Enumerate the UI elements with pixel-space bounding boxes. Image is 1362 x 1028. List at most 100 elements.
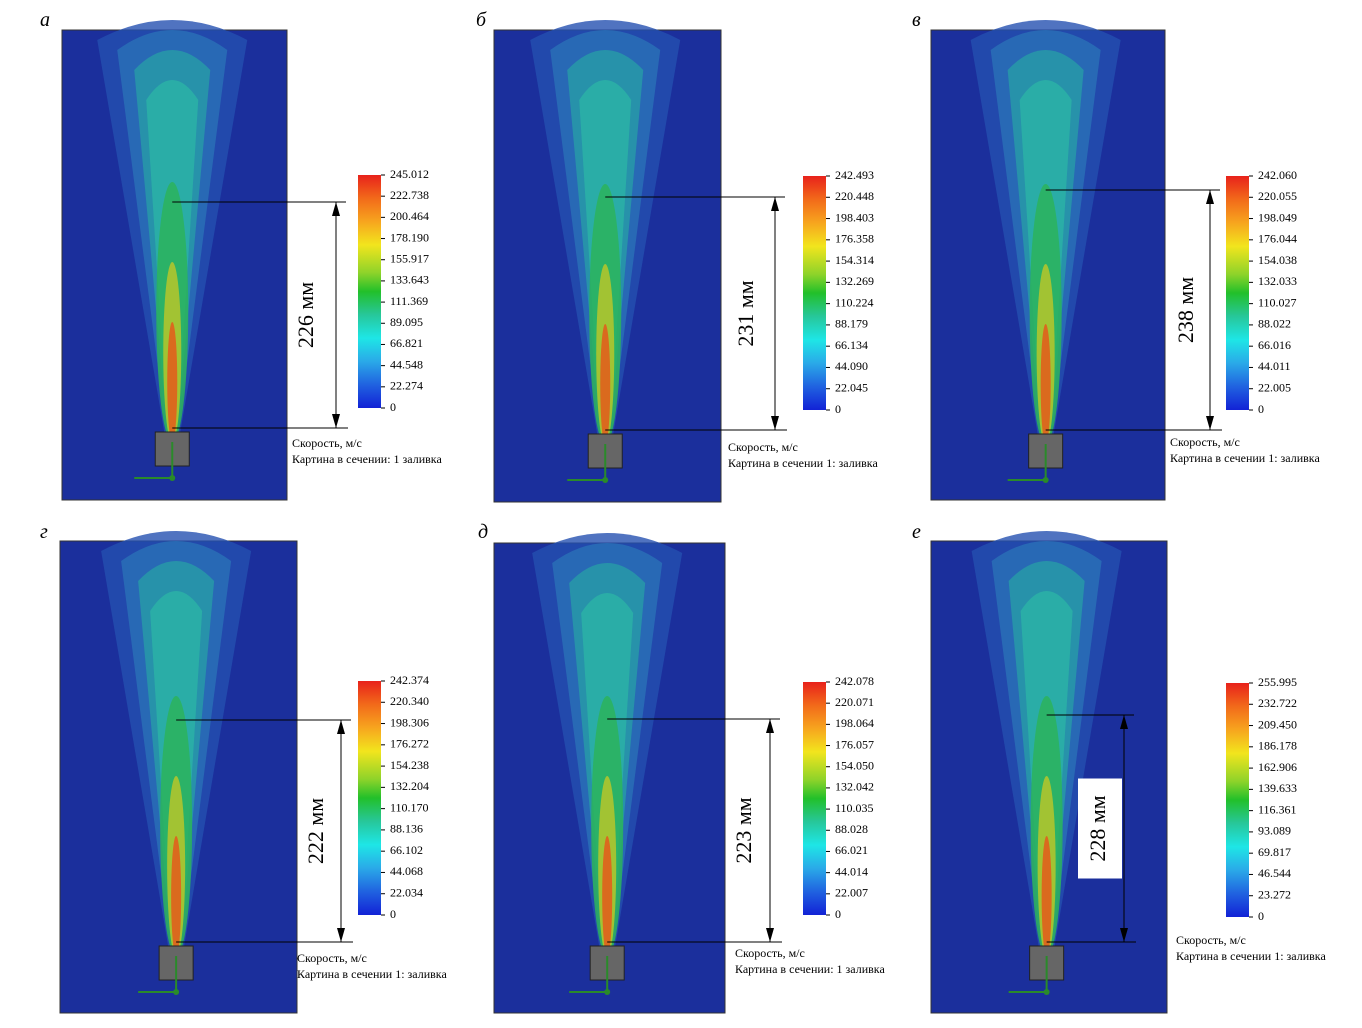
colorbar-label: 116.361 [1258, 802, 1297, 816]
panel-letter: г [40, 521, 48, 543]
colorbar-label: 46.544 [1258, 866, 1291, 880]
colorbar-label: 0 [390, 907, 396, 921]
colorbar-label: 22.045 [835, 380, 868, 394]
colorbar [803, 176, 826, 410]
dimension-label: 223 мм [731, 797, 756, 863]
colorbar-label: 88.022 [1258, 317, 1291, 331]
panel: е 228 мм 255.995 232.722 209.450 186.178 162.9… [912, 521, 1326, 1014]
axis-origin [1043, 989, 1050, 995]
plume-core [1041, 836, 1052, 956]
colorbar-label: 44.090 [835, 359, 868, 373]
colorbar-label: 176.272 [390, 737, 429, 751]
plume-core [1040, 324, 1051, 444]
colorbar-label: 242.374 [390, 673, 429, 687]
colorbar-label: 139.633 [1258, 781, 1297, 795]
colorbar-label: 0 [835, 402, 841, 416]
colorbar-label: 154.238 [390, 758, 429, 772]
colorbar-label: 66.016 [1258, 338, 1291, 352]
colorbar-label: 176.044 [1258, 232, 1297, 246]
colorbar [358, 681, 381, 915]
colorbar-label: 88.028 [835, 822, 868, 836]
colorbar-label: 198.403 [835, 210, 874, 224]
colorbar-label: 154.038 [1258, 253, 1297, 267]
panel-letter: д [478, 521, 488, 543]
colorbar-label: 44.014 [835, 864, 868, 878]
colorbar-label: 44.548 [390, 357, 423, 371]
colorbar-label: 110.224 [835, 295, 874, 309]
colorbar-label: 0 [835, 907, 841, 921]
colorbar-label: 162.906 [1258, 760, 1297, 774]
colorbar-label: 220.340 [390, 694, 429, 708]
colorbar-label: 154.314 [835, 253, 874, 267]
dimension-label: 231 мм [733, 280, 758, 346]
colorbar-label: 110.170 [390, 800, 429, 814]
colorbar-label: 111.369 [390, 294, 428, 308]
caption: Картина в сечении 1: заливка [728, 456, 878, 470]
colorbar [358, 175, 381, 408]
colorbar-label: 232.722 [1258, 696, 1297, 710]
colorbar-label: 23.272 [1258, 887, 1291, 901]
colorbar-label: 66.821 [390, 336, 423, 350]
colorbar-label: 22.274 [390, 379, 423, 393]
colorbar-label: 110.035 [835, 801, 874, 815]
colorbar-label: 242.060 [1258, 168, 1297, 182]
colorbar [803, 682, 826, 915]
colorbar-label: 44.011 [1258, 359, 1291, 373]
caption: Скорость, м/с [1170, 435, 1240, 449]
caption: Скорость, м/с [735, 946, 805, 960]
colorbar-label: 198.064 [835, 716, 874, 730]
colorbar-label: 242.493 [835, 168, 874, 182]
colorbar-label: 88.179 [835, 317, 868, 331]
panel-letter: а [40, 9, 50, 31]
caption: Скорость, м/с [297, 951, 367, 965]
dimension-box [1078, 778, 1122, 879]
colorbar-label: 0 [1258, 909, 1264, 923]
colorbar-label: 22.005 [1258, 380, 1291, 394]
panel: г 222 мм 242.374 220.340 198.306 176.272 154.2… [40, 521, 447, 1014]
panel-letter: в [912, 9, 921, 31]
panel: а 226 мм 245.012 222.738 200.464 178.190 155.9… [40, 9, 442, 501]
caption: Скорость, м/с [292, 436, 362, 450]
colorbar-label: 198.306 [390, 715, 429, 729]
colorbar-label: 66.021 [835, 843, 868, 857]
plume-core [167, 322, 178, 442]
colorbar [1226, 683, 1249, 917]
colorbar-label: 22.034 [390, 885, 423, 899]
axis-origin [604, 989, 611, 995]
caption: Картина в сечении: 1 заливка [292, 452, 442, 466]
colorbar-label: 132.269 [835, 274, 874, 288]
colorbar-label: 242.078 [835, 674, 874, 688]
colorbar-label: 220.071 [835, 695, 874, 709]
caption: Картина в сечении 1: заливка [297, 967, 447, 981]
caption: Скорость, м/с [728, 440, 798, 454]
panel: в 238 мм 242.060 220.055 198.049 176.044 154.0… [912, 9, 1320, 501]
axis-origin [169, 475, 176, 481]
colorbar-label: 66.102 [390, 843, 423, 857]
colorbar-label: 44.068 [390, 864, 423, 878]
colorbar-label: 22.007 [835, 886, 868, 900]
colorbar-label: 209.450 [1258, 717, 1297, 731]
colorbar-label: 89.095 [390, 315, 423, 329]
caption: Картина в сечении 1: заливка [1170, 451, 1320, 465]
colorbar-label: 132.033 [1258, 274, 1297, 288]
panel: д 223 мм 242.078 220.071 198.064 176.057 154.0… [478, 521, 885, 1014]
colorbar-label: 0 [1258, 402, 1264, 416]
panel: б 231 мм 242.493 220.448 198.403 176.358 154.3… [476, 9, 878, 503]
colorbar-label: 176.057 [835, 737, 874, 751]
colorbar-label: 220.448 [835, 189, 874, 203]
plume-core [600, 324, 611, 444]
colorbar-label: 69.817 [1258, 845, 1291, 859]
caption: Скорость, м/с [1176, 933, 1246, 947]
axis-origin [1042, 477, 1049, 483]
axis-origin [173, 989, 180, 995]
panel-letter: б [476, 9, 487, 31]
colorbar-label: 222.738 [390, 188, 429, 202]
colorbar-label: 132.042 [835, 780, 874, 794]
colorbar-label: 132.204 [390, 779, 429, 793]
colorbar-label: 255.995 [1258, 675, 1297, 689]
panel-letter: е [912, 521, 921, 543]
caption: Картина в сечении 1: заливка [1176, 949, 1326, 963]
colorbar-label: 200.464 [390, 209, 429, 223]
dimension-label: 222 мм [303, 798, 328, 864]
